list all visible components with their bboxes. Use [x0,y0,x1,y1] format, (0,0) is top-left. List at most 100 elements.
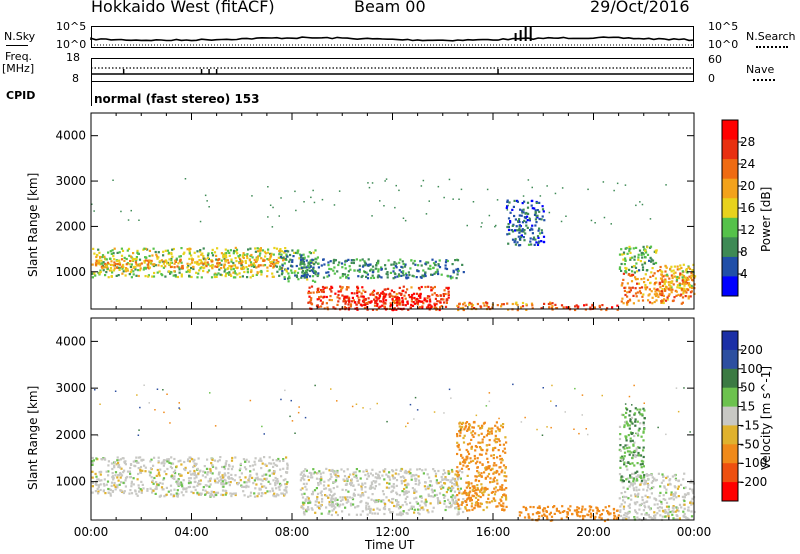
heatmap-cell [509,211,512,214]
heatmap-cell [321,500,324,503]
heatmap-cell [205,265,208,268]
heatmap-cell [168,270,171,273]
heatmap-cell [134,268,137,271]
heatmap-cell [665,433,667,436]
heatmap-cell [367,496,370,499]
heatmap-cell [637,253,640,256]
heatmap-cell [164,265,167,268]
heatmap-cell [432,495,435,498]
heatmap-cell [308,266,311,270]
heatmap-cell [621,479,624,482]
heatmap-cell [360,486,363,490]
heatmap-cell [551,302,554,305]
heatmap-cell [631,273,634,276]
heatmap-cell [286,466,289,469]
heatmap-cell [636,408,639,411]
heatmap-cell [97,478,100,481]
heatmap-cell [466,224,468,227]
heatmap-cell [364,482,367,485]
heatmap-cell [390,294,393,297]
heatmap-cell [109,488,112,492]
heatmap-cell [112,255,115,258]
heatmap-cell [540,229,543,232]
heatmap-cell [562,306,565,309]
heatmap-cell [146,259,149,262]
heatmap-cell [314,384,316,387]
heatmap-cell [271,458,275,462]
heatmap-cell [457,507,460,510]
heatmap-cell [440,475,443,479]
heatmap-cell [664,498,667,501]
heatmap-cell [280,492,283,495]
heatmap-cell [192,472,195,475]
heatmap-cell [468,442,471,445]
heatmap-cell [141,469,144,472]
heatmap-cell [165,486,168,489]
heatmap-cell [458,490,461,493]
heatmap-cell [534,211,537,214]
heatmap-cell [216,481,220,484]
heatmap-cell [366,502,369,505]
x-tick-label: 08:00 [275,525,310,539]
heatmap-cell [479,305,482,308]
heatmap-cell [487,427,491,430]
heatmap-cell [278,253,281,256]
heatmap-cell [455,481,458,484]
heatmap-cell [413,508,416,511]
heatmap-cell [214,479,217,483]
heatmap-cell [476,484,479,487]
heatmap-cell [535,241,538,244]
heatmap-cell [308,295,311,298]
heatmap-cell [281,270,284,273]
heatmap-cell [216,460,219,463]
heatmap-cell [353,292,356,295]
heatmap-cell [396,295,399,299]
heatmap-cell [117,479,120,482]
chart-title-date: 29/Oct/2016 [590,0,690,16]
heatmap-cell [638,508,641,511]
heatmap-cell [634,266,638,269]
heatmap-cell [466,450,470,453]
heatmap-cell [371,308,375,311]
heatmap-cell [413,302,416,305]
heatmap-cell [433,494,437,497]
heatmap-cell [169,265,173,269]
heatmap-cell [382,295,386,298]
heatmap-cell [306,278,309,281]
heatmap-cell [522,208,525,211]
heatmap-cell [330,496,333,499]
heatmap-cell [625,439,628,442]
heatmap-cell [187,458,190,461]
heatmap-cell [140,480,143,483]
heatmap-cell [122,471,125,474]
heatmap-cell [422,508,425,511]
heatmap-cell [118,266,121,269]
heatmap-cell [521,228,524,231]
heatmap-cell [118,483,121,486]
heatmap-cell [469,490,472,493]
heatmap-cell [388,486,391,490]
heatmap-cell [629,437,632,440]
heatmap-cell [633,434,636,438]
heatmap-cell [312,291,315,294]
heatmap-cell [215,493,218,497]
heatmap-cell [157,456,160,459]
heatmap-cell [366,264,369,267]
heatmap-cell [282,459,285,462]
heatmap-cell [189,470,192,473]
heatmap-cell [543,302,546,305]
heatmap-cell [286,464,289,467]
heatmap-cell [641,203,644,206]
heatmap-cell [97,490,100,493]
heatmap-cell [318,477,321,481]
heatmap-cell [105,483,108,486]
heatmap-cell [636,270,639,273]
heatmap-cell [143,384,145,386]
heatmap-cell [465,448,468,452]
heatmap-cell [380,266,383,269]
heatmap-cell [433,306,436,309]
heatmap-cell [369,263,372,266]
heatmap-cell [463,301,466,304]
heatmap-cell [335,476,338,479]
heatmap-cell [244,460,247,463]
